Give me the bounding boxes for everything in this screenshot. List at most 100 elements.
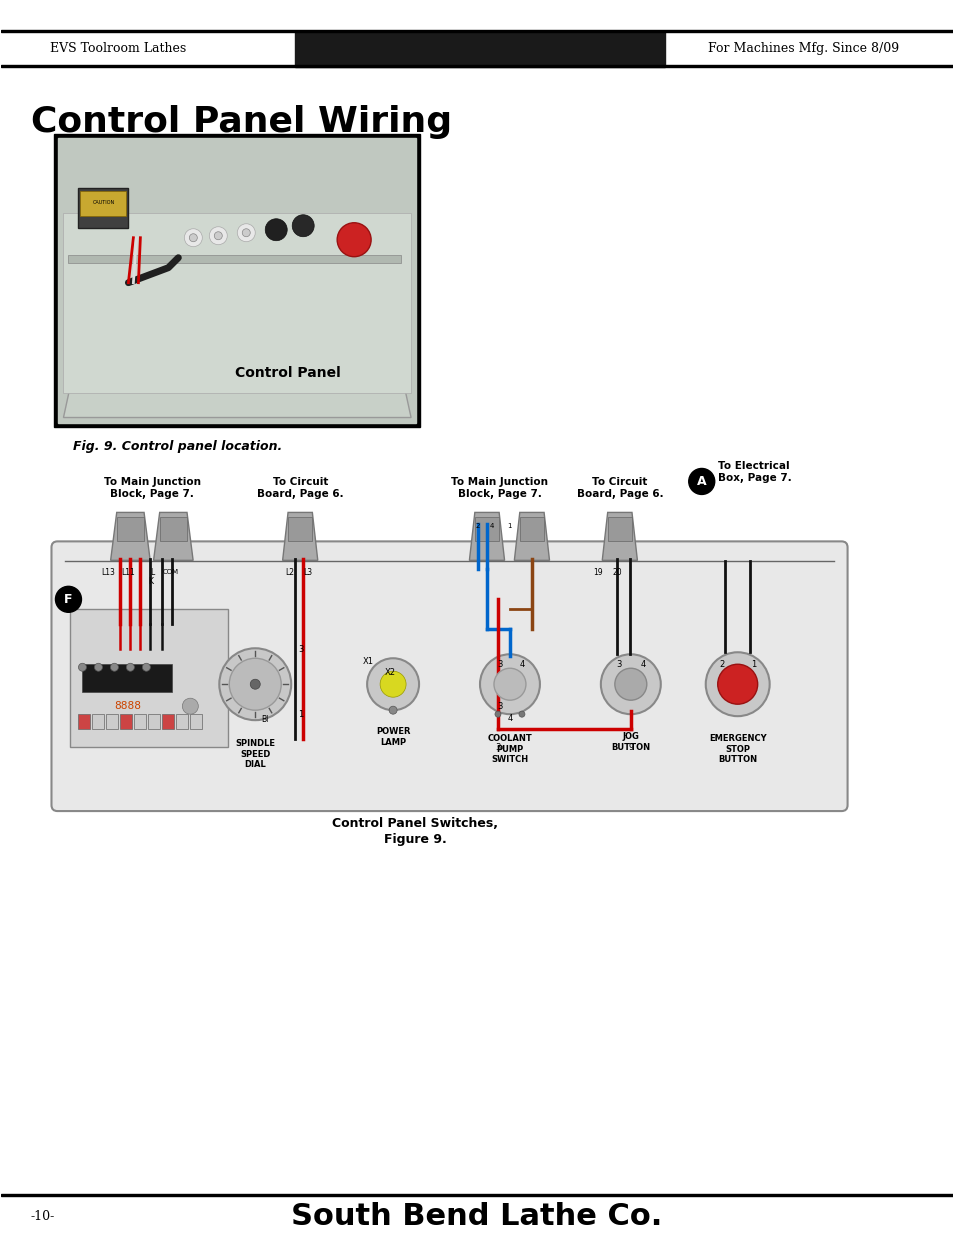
Text: L3: L3: [303, 568, 313, 577]
Text: 1: 1: [297, 710, 303, 719]
Text: Control Panel Wiring: Control Panel Wiring: [30, 105, 451, 138]
Polygon shape: [514, 513, 549, 561]
Text: Control Panel Switches,: Control Panel Switches,: [332, 818, 497, 830]
Text: JOG
BUTTON: JOG BUTTON: [611, 732, 650, 752]
Bar: [288, 517, 312, 541]
Circle shape: [479, 655, 539, 714]
Text: 3: 3: [297, 645, 303, 653]
Text: To Electrical
Box, Page 7.: To Electrical Box, Page 7.: [717, 462, 791, 483]
Bar: [54, 133, 419, 426]
Text: 4: 4: [639, 659, 645, 668]
Circle shape: [55, 587, 81, 613]
Bar: [64, 212, 411, 393]
Bar: [78, 188, 129, 227]
Polygon shape: [153, 513, 193, 561]
Text: 2: 2: [719, 659, 723, 668]
Bar: [78, 714, 91, 729]
Bar: [162, 714, 174, 729]
Text: 2: 2: [476, 524, 479, 530]
Circle shape: [189, 233, 197, 242]
Text: 3: 3: [497, 701, 502, 710]
Circle shape: [250, 679, 260, 689]
Bar: [107, 714, 118, 729]
Bar: [191, 714, 202, 729]
Bar: [92, 714, 104, 729]
Circle shape: [182, 698, 198, 714]
Circle shape: [292, 215, 314, 237]
Circle shape: [717, 664, 757, 704]
Text: 19: 19: [593, 568, 602, 577]
Text: To Main Junction
Block, Page 7.: To Main Junction Block, Page 7.: [451, 478, 548, 499]
Circle shape: [237, 224, 255, 242]
Polygon shape: [601, 513, 637, 561]
Bar: [1, 30, 952, 32]
Bar: [475, 517, 498, 541]
Text: To Circuit
Board, Page 6.: To Circuit Board, Page 6.: [256, 478, 343, 499]
Bar: [176, 714, 188, 729]
FancyBboxPatch shape: [51, 541, 846, 811]
Text: To Circuit
Board, Page 6.: To Circuit Board, Page 6.: [576, 478, 662, 499]
Circle shape: [214, 232, 222, 240]
Text: 3: 3: [495, 742, 500, 752]
Bar: [149, 714, 160, 729]
Bar: [134, 714, 146, 729]
Circle shape: [336, 222, 371, 257]
Text: COOLANT
PUMP
SWITCH: COOLANT PUMP SWITCH: [487, 734, 532, 764]
Bar: [159, 517, 187, 541]
Bar: [116, 517, 144, 541]
Text: Fig. 9. Control panel location.: Fig. 9. Control panel location.: [73, 441, 282, 453]
Circle shape: [111, 663, 118, 672]
Text: X1: X1: [362, 657, 374, 666]
Text: To Main Junction
Block, Page 7.: To Main Junction Block, Page 7.: [104, 478, 201, 499]
Bar: [69, 254, 400, 263]
Text: L11: L11: [121, 568, 135, 577]
Text: L2: L2: [285, 568, 294, 577]
Circle shape: [229, 658, 281, 710]
Circle shape: [219, 648, 291, 720]
Text: ELECTRICAL: ELECTRICAL: [429, 42, 531, 56]
Circle shape: [379, 672, 406, 698]
Text: 4: 4: [518, 659, 524, 668]
Bar: [120, 714, 132, 729]
Circle shape: [518, 711, 524, 718]
Text: K: K: [148, 577, 152, 585]
Circle shape: [184, 228, 202, 247]
Circle shape: [494, 668, 525, 700]
Bar: [519, 517, 543, 541]
Text: F: F: [64, 593, 72, 606]
Bar: [294, 32, 664, 67]
Bar: [82, 664, 172, 692]
Circle shape: [600, 655, 660, 714]
Circle shape: [94, 663, 102, 672]
Text: 1: 1: [750, 659, 756, 668]
Circle shape: [688, 468, 714, 494]
Text: 20: 20: [612, 568, 621, 577]
Text: TACHOMETER DISPLAY: TACHOMETER DISPLAY: [92, 625, 206, 634]
Text: 4: 4: [489, 524, 494, 530]
Text: EMERGENCY
STOP
BUTTON: EMERGENCY STOP BUTTON: [708, 734, 765, 764]
Circle shape: [78, 663, 87, 672]
Text: -10-: -10-: [30, 1210, 54, 1223]
Circle shape: [389, 706, 396, 714]
Text: SPINDLE
SPEED
DIAL: SPINDLE SPEED DIAL: [235, 740, 275, 769]
Circle shape: [367, 658, 418, 710]
Circle shape: [209, 227, 227, 245]
Text: 1: 1: [507, 524, 512, 530]
Text: Control Panel: Control Panel: [235, 366, 341, 379]
Text: L: L: [150, 568, 154, 577]
Bar: [607, 517, 631, 541]
Text: 9: 9: [627, 742, 633, 752]
Text: L13: L13: [101, 568, 115, 577]
Text: POWER
LAMP: POWER LAMP: [375, 727, 410, 747]
Circle shape: [242, 228, 250, 237]
Circle shape: [614, 668, 646, 700]
Bar: [58, 138, 416, 422]
Text: COM: COM: [162, 569, 178, 576]
Polygon shape: [64, 303, 411, 417]
Text: 3: 3: [497, 659, 502, 668]
Text: CAUTION: CAUTION: [92, 200, 114, 205]
Bar: [71, 609, 228, 747]
Bar: [1, 1194, 952, 1195]
Text: EVS Toolroom Lathes: EVS Toolroom Lathes: [51, 42, 187, 56]
Text: 8888: 8888: [113, 701, 141, 711]
